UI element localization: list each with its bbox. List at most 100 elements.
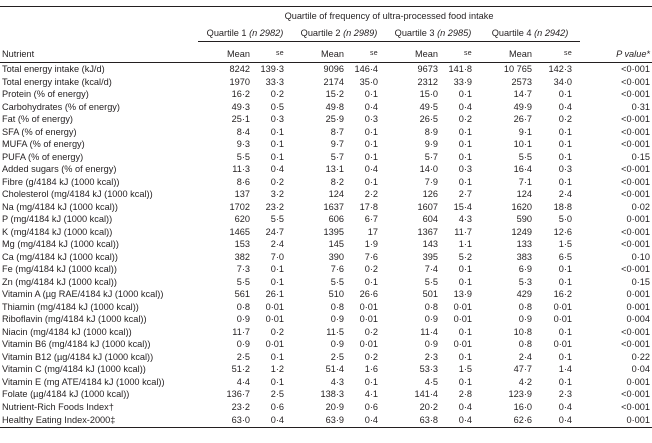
q1-se: 26·1 xyxy=(265,289,284,299)
q4-se: 12·6 xyxy=(553,226,573,237)
q3-se: 2·8 xyxy=(458,389,472,399)
quartile-3-header: Quartile 3 (n 2985) xyxy=(386,26,480,42)
p-value: 0·001 xyxy=(580,413,652,428)
mean-header: Mean xyxy=(198,41,256,63)
q2-mean: 4·3 xyxy=(330,376,344,387)
table-row: Healthy Eating Index-2000‡ 63·0 0·4 63·9 0·4… xyxy=(0,413,652,428)
nutrient-name: Vitamin B6 (mg/4184 kJ (1000 kcal)) xyxy=(2,339,151,349)
nutrient-name: Ca (mg/4184 kJ (1000 kcal)) xyxy=(2,251,118,262)
q3-se: 0·01 xyxy=(453,314,472,324)
q2-mean: 124 xyxy=(328,189,344,199)
nutrient-name: MUFA (% of energy) xyxy=(2,139,85,149)
q2-mean: 5·7 xyxy=(330,151,344,162)
nutrient-name: Mg (mg/4184 kJ (1000 kcal)) xyxy=(2,239,119,249)
nutrient-name: Nutrient-Rich Foods Index† xyxy=(2,401,114,412)
q4-mean: 49·9 xyxy=(513,101,532,112)
q1-se: 0·5 xyxy=(270,101,284,112)
q3-se: 0·1 xyxy=(458,351,472,362)
p-value: <0·001 xyxy=(621,176,651,187)
q2-mean: 51·4 xyxy=(325,364,344,374)
table-row: Total energy intake (kcal/d) 1970 33·3 2174… xyxy=(0,76,652,89)
table-row: Protein (% of energy) 16·2 0·2 15·2 0·1 15·0 0… xyxy=(0,88,652,101)
q4-mean: 16·0 xyxy=(513,401,532,412)
q4-mean: 2573 xyxy=(511,76,532,87)
p-value: <0·001 xyxy=(621,226,651,237)
q1-se: 0·2 xyxy=(270,89,284,99)
q4-mean: 10 765 xyxy=(503,64,532,74)
q4-mean: 1249 xyxy=(511,226,532,237)
q1-se: 5·5 xyxy=(270,214,284,224)
q3-mean: 1367 xyxy=(417,226,438,237)
q1-mean: 0·9 xyxy=(236,339,250,349)
q2-se: 0·1 xyxy=(364,376,378,387)
quartile-1-header: Quartile 1 (n 2982) xyxy=(198,26,292,42)
q2-se: 0·2 xyxy=(364,264,378,274)
q1-mean: 4·4 xyxy=(236,376,250,387)
q2-mean: 25·9 xyxy=(325,114,344,124)
q2-mean: 2174 xyxy=(323,76,344,87)
table-row: Thiamin (mg/4184 kJ (1000 kcal)) 0·8 0·01 0… xyxy=(0,301,652,314)
q4-mean: 0·8 xyxy=(518,339,532,349)
q3-mean: 4·5 xyxy=(424,376,438,387)
q4-se: 1·5 xyxy=(558,239,573,249)
q4-se: 0·1 xyxy=(558,126,573,137)
nutrient-name: Zn (mg/4184 kJ (1000 kcal)) xyxy=(2,276,117,287)
nutrient-name: Carbohydrates (% of energy) xyxy=(2,101,120,112)
q3-se: 0·2 xyxy=(458,114,472,124)
nutrient-name: SFA (% of energy) xyxy=(2,126,77,137)
q1-mean: 8·6 xyxy=(236,176,250,187)
table-row: Vitamin A (µg RAE/4184 kJ (1000 kcal)) 56… xyxy=(0,288,652,301)
q1-mean: 5·5 xyxy=(236,276,250,287)
q3-se: 33·9 xyxy=(453,76,472,87)
q3-mean: 15·0 xyxy=(419,89,438,99)
q4-se: 5·0 xyxy=(558,214,573,224)
q4-se: 2·3 xyxy=(558,389,573,399)
q4-mean: 4·2 xyxy=(518,376,532,387)
q4-se: 0·01 xyxy=(553,314,573,324)
nutrient-name: Protein (% of energy) xyxy=(2,89,89,99)
nutrient-name: Vitamin C (mg/4184 kJ (1000 kcal)) xyxy=(2,364,146,374)
q4-mean: 1620 xyxy=(511,201,532,212)
table-row: Vitamin B12 (µg/4184 kJ (1000 kcal)) 2·5 0… xyxy=(0,351,652,364)
q3-se: 0·1 xyxy=(458,376,472,387)
q4-mean: 7·1 xyxy=(518,176,532,187)
q3-se: 1·5 xyxy=(458,364,472,374)
q4-se: 0·3 xyxy=(558,164,573,174)
p-value: 0·22 xyxy=(631,351,651,362)
q2-mean: 0·9 xyxy=(330,339,344,349)
q1-se: 0·1 xyxy=(270,126,284,137)
table-row: Ca (mg/4184 kJ (1000 kcal)) 382 7·0 390 7·6 3… xyxy=(0,251,652,264)
q1-se: 0·3 xyxy=(270,114,284,124)
nutrient-name: P (mg/4184 kJ (1000 kcal)) xyxy=(2,214,113,224)
q3-se: 11·7 xyxy=(454,226,472,237)
q1-mean: 2·5 xyxy=(236,351,250,362)
q2-se: 0·4 xyxy=(364,164,378,174)
nutrient-name: Thiamin (mg/4184 kJ (1000 kcal)) xyxy=(2,301,139,312)
q3-mean: 8·9 xyxy=(424,126,438,137)
quartile-title: Quartile of frequency of ultra-processed… xyxy=(198,6,581,26)
table-row: PUFA (% of energy) 5·5 0·1 5·7 0·1 5·7 0·1 5·5 0… xyxy=(0,151,652,164)
p-value: <0·001 xyxy=(621,339,651,349)
q2-se: 4·1 xyxy=(364,389,378,399)
q2-se: 7·6 xyxy=(364,251,378,262)
q2-mean: 49·8 xyxy=(325,101,344,112)
q1-se: 0·4 xyxy=(270,164,284,174)
q4-se: 0·1 xyxy=(558,89,573,99)
nutrient-name: Vitamin B12 (µg/4184 kJ (1000 kcal)) xyxy=(2,351,154,362)
q4-mean: 0·9 xyxy=(518,314,532,324)
q4-se: 1·4 xyxy=(558,364,573,374)
q1-mean: 7·3 xyxy=(236,264,250,274)
q4-mean: 2·4 xyxy=(518,351,532,362)
table-row: Nutrient-Rich Foods Index† 23·2 0·6 20·9 0·6… xyxy=(0,401,652,414)
q1-mean: 382 xyxy=(234,251,250,262)
q3-mean: 2312 xyxy=(417,76,438,87)
q1-se: 0·01 xyxy=(265,301,284,312)
q4-se: 0·1 xyxy=(558,276,573,287)
q2-se: 1·6 xyxy=(364,364,378,374)
q3-mean: 63·8 xyxy=(386,413,444,428)
q3-mean: 126 xyxy=(422,189,438,199)
nutrient-name: K (mg/4184 kJ (1000 kcal)) xyxy=(2,226,113,237)
q1-se: 0·1 xyxy=(270,151,284,162)
q3-se: 0·4 xyxy=(458,101,472,112)
